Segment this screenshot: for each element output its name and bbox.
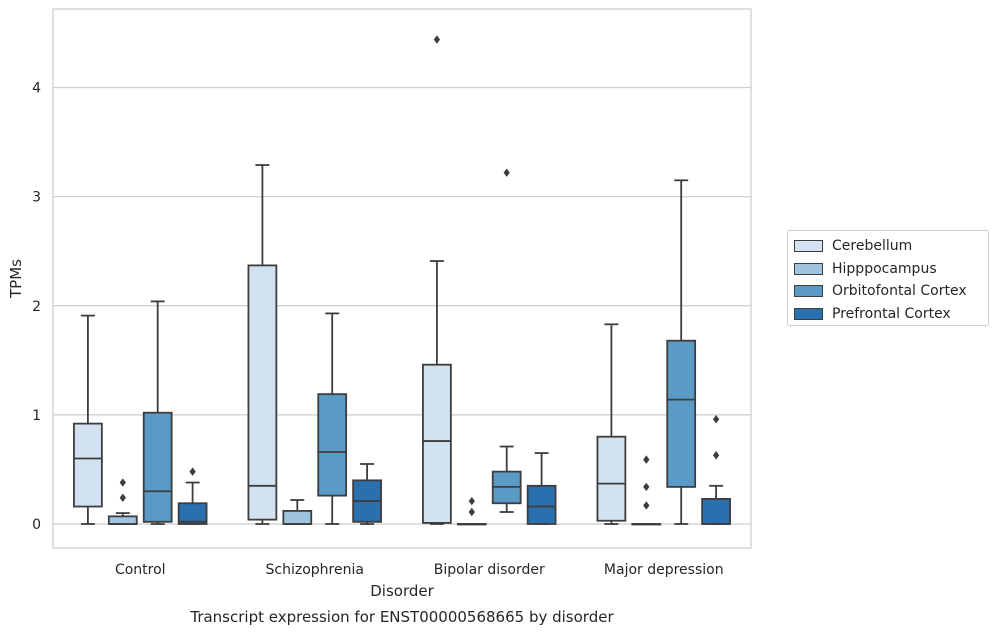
legend-swatch xyxy=(794,262,823,275)
box xyxy=(282,510,313,525)
legend-swatch xyxy=(794,307,823,320)
legend-swatch xyxy=(794,240,823,253)
outlier-point xyxy=(119,493,126,503)
x-tick-label: Control xyxy=(115,562,166,578)
box-plot xyxy=(596,323,627,525)
x-tick-label: Schizophrenia xyxy=(266,562,364,578)
box-plot xyxy=(631,455,662,526)
legend-label: Prefrontal Cortex xyxy=(832,305,951,322)
x-tick-label: Bipolar disorder xyxy=(434,562,545,578)
box xyxy=(666,339,697,488)
box xyxy=(73,422,103,508)
legend-label: Hipppocampus xyxy=(832,260,937,277)
x-tick-label: Major depression xyxy=(604,562,724,578)
outlier-point xyxy=(503,168,510,177)
x-axis-label: Disorder xyxy=(370,582,434,600)
legend-item: Hipppocampus xyxy=(794,258,988,281)
box xyxy=(142,411,173,523)
outlier-point xyxy=(643,482,650,492)
x-tick-labels: Control Schizophrenia Bipolar disorder Majo… xyxy=(115,562,724,578)
chart-title: Transcript expression for ENST0000056866… xyxy=(189,608,614,626)
box xyxy=(107,515,138,525)
box-plot xyxy=(352,463,382,525)
box xyxy=(247,264,278,521)
box xyxy=(177,502,208,525)
box-plot xyxy=(666,179,697,525)
y-axis-label: TPMs xyxy=(7,259,25,299)
y-tick-label: 1 xyxy=(32,408,41,424)
box xyxy=(422,363,452,524)
legend-item: Prefrontal Cortex xyxy=(794,303,988,326)
outlier-point xyxy=(468,507,475,517)
legend-label: Cerebellum xyxy=(832,238,913,255)
box-plot xyxy=(526,452,557,525)
box-plot xyxy=(422,35,452,525)
outlier-point xyxy=(712,415,720,424)
box-plot xyxy=(701,415,731,525)
box-plot xyxy=(282,499,313,525)
outlier-point xyxy=(119,478,126,487)
box xyxy=(596,435,627,522)
y-tick-label: 0 xyxy=(32,517,41,533)
box-plot xyxy=(317,312,348,525)
box-plot xyxy=(107,478,138,525)
box-plot xyxy=(456,496,487,526)
box xyxy=(701,498,731,525)
legend-label: Orbitofontal Cortex xyxy=(832,283,967,300)
box xyxy=(526,484,557,525)
legend: Cerebellum Hipppocampus Orbitofontal Cor… xyxy=(787,230,989,326)
box-plots xyxy=(73,35,731,526)
legend-item: Orbitofontal Cortex xyxy=(794,280,988,303)
plot-frame xyxy=(52,8,752,549)
y-tick-labels: 0 1 2 3 4 xyxy=(32,81,41,533)
outlier-point xyxy=(643,455,650,464)
box-plot xyxy=(177,467,208,525)
box-plot xyxy=(247,164,278,525)
y-tick-label: 3 xyxy=(32,190,41,206)
box-plot xyxy=(73,314,103,525)
box-plot xyxy=(142,300,173,525)
y-tick-label: 2 xyxy=(32,299,41,315)
legend-item: Cerebellum xyxy=(794,235,988,258)
outlier-point xyxy=(433,35,441,44)
outlier-point xyxy=(712,451,720,460)
outlier-point xyxy=(468,496,475,506)
box-plot xyxy=(491,168,522,513)
box xyxy=(317,393,348,497)
outlier-point xyxy=(643,501,650,510)
y-tick-label: 4 xyxy=(32,81,41,97)
legend-swatch xyxy=(794,285,823,298)
outlier-point xyxy=(189,467,196,476)
